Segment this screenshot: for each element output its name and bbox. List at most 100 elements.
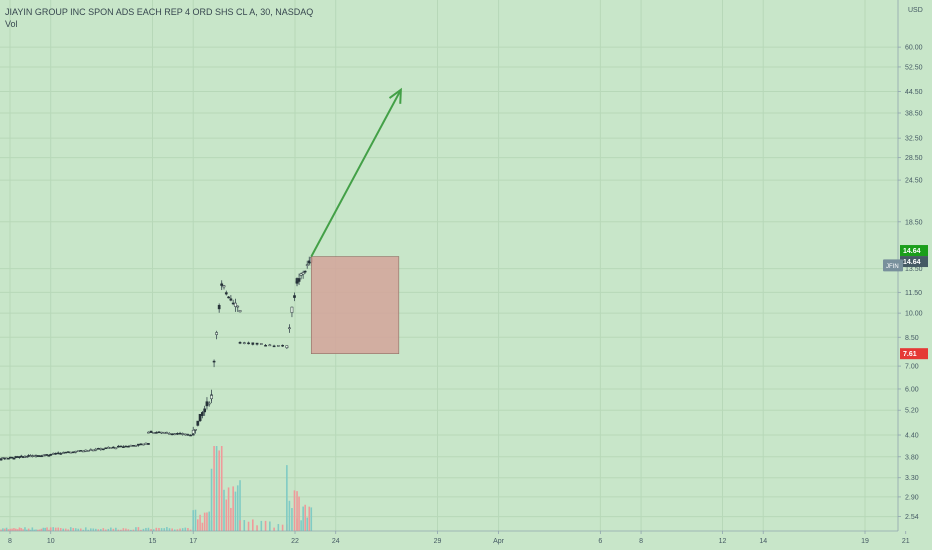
volume-bar: [152, 529, 155, 531]
candle-body: [129, 445, 133, 447]
volume-bar: [291, 508, 293, 531]
candle-body: [94, 448, 98, 451]
candle-body: [147, 443, 150, 445]
candle-body: [61, 452, 65, 454]
candle-body: [255, 342, 259, 345]
candle-body: [234, 302, 237, 307]
candle-body: [168, 433, 171, 435]
symbol-title: JIAYIN GROUP INC SPON ADS EACH REP 4 ORD…: [5, 7, 314, 17]
candle-body: [297, 278, 301, 282]
volume-bar: [82, 529, 85, 531]
volume-bar: [269, 521, 271, 531]
volume-bar: [2, 528, 4, 531]
candle-body: [215, 332, 218, 335]
candle-body: [210, 395, 213, 400]
y-tick-label: 2.54: [905, 514, 919, 521]
y-tick-label: 10.00: [905, 311, 923, 318]
volume-bar: [308, 506, 311, 531]
volume-bar: [230, 507, 232, 531]
candle-body: [79, 450, 83, 452]
volume-bar: [33, 529, 35, 531]
volume-bar: [132, 529, 135, 531]
volume-bar: [3, 528, 6, 531]
y-tick-label: 24.50: [905, 178, 923, 185]
volume-bar: [232, 486, 234, 531]
volume-bar: [166, 527, 168, 531]
candle-body: [217, 304, 221, 310]
price-label-box: [900, 348, 928, 360]
volume-bar: [16, 529, 19, 531]
volume-bar: [201, 522, 204, 531]
candle-body: [303, 270, 307, 273]
x-tick-label: 10: [47, 538, 55, 545]
volume-bar: [286, 465, 288, 531]
price-label-text: 14.64: [903, 259, 921, 266]
candle-body: [51, 453, 55, 455]
candle-body: [212, 360, 216, 363]
volume-bar: [239, 520, 241, 531]
volume-bar: [225, 499, 228, 531]
volume-bar: [281, 524, 284, 531]
volume-bar: [92, 528, 95, 531]
candle-body: [186, 434, 190, 436]
volume-bar: [160, 528, 163, 531]
x-tick-label: 6: [598, 538, 602, 545]
volume-bar: [22, 529, 24, 531]
volume-bar: [140, 529, 142, 531]
volume-bar: [300, 520, 302, 531]
volume-bar: [203, 512, 206, 531]
candle-body: [229, 298, 233, 301]
candle-body: [201, 412, 204, 416]
candle-body: [81, 450, 85, 453]
x-tick-label: 19: [861, 538, 869, 545]
volume-bar: [14, 528, 17, 531]
volume-bar: [168, 528, 171, 531]
candle-body: [251, 342, 255, 345]
candle-body: [196, 420, 200, 426]
candle-body: [47, 455, 51, 457]
candle-body: [69, 451, 73, 454]
y-tick-label: 11.50: [905, 290, 922, 297]
candle-body: [91, 449, 95, 452]
candle-body: [272, 345, 276, 348]
candle-body: [127, 445, 130, 448]
volume-bar: [59, 528, 62, 531]
volume-bar: [293, 490, 296, 531]
candle-body: [285, 345, 289, 349]
volume-bar: [210, 468, 213, 531]
volume-bar: [29, 529, 32, 531]
volume-indicator-label: Vol: [5, 19, 18, 29]
y-tick-label: 38.50: [905, 110, 923, 117]
candle-body: [227, 296, 230, 299]
candle-body: [144, 442, 148, 445]
candle-body: [181, 433, 185, 435]
candle-body: [189, 434, 192, 437]
volume-bar: [74, 528, 77, 531]
symbol-tag-box: [883, 259, 903, 272]
volume-bar: [127, 529, 130, 531]
volume-bar: [206, 512, 208, 531]
volume-bar: [125, 528, 127, 531]
candle-body: [207, 402, 211, 405]
candle-body: [191, 429, 195, 434]
volume-bar: [208, 511, 211, 531]
candle-body: [170, 433, 174, 436]
candle-body: [293, 295, 296, 298]
candle-body: [114, 447, 118, 450]
volume-bar: [69, 527, 72, 531]
volume-bar: [46, 527, 48, 531]
volume-bar: [252, 519, 254, 531]
price-axis-panel: [898, 0, 932, 550]
candle-body: [157, 431, 161, 434]
volume-bar: [84, 527, 87, 531]
candle-body: [149, 430, 153, 433]
candle-body: [281, 344, 284, 347]
volume-bar: [196, 519, 199, 531]
candle-body: [220, 283, 224, 286]
volume-bar: [49, 528, 52, 531]
candle-body: [106, 446, 110, 449]
volume-bar: [90, 528, 92, 531]
candle-body: [299, 273, 303, 276]
